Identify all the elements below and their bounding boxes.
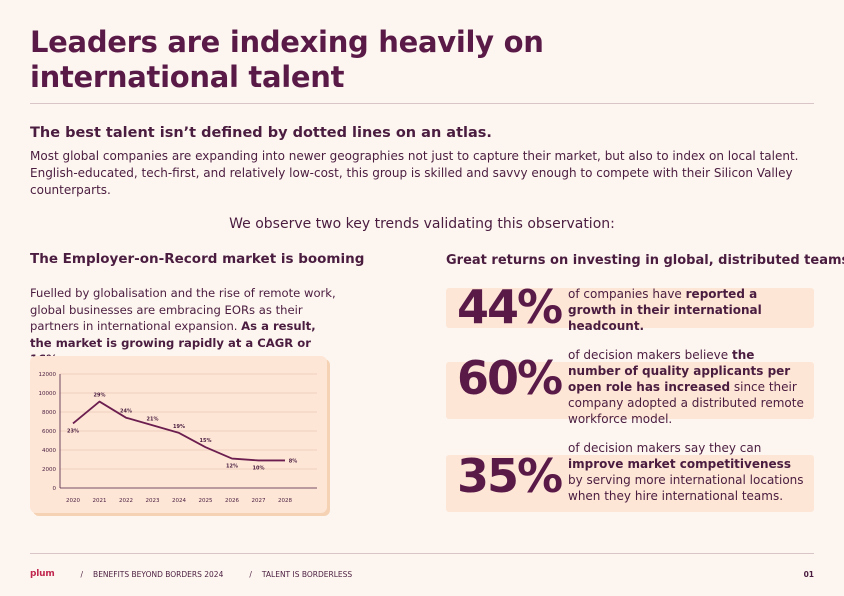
eor-heading: The Employer-on-Record market is booming	[30, 251, 365, 267]
y-tick-label: 2000	[42, 467, 56, 473]
y-tick-label: 10000	[39, 391, 57, 397]
data-label: 8%	[289, 458, 298, 464]
x-tick-label: 2021	[93, 498, 107, 504]
stat-number-1: 44%	[457, 280, 563, 334]
footer-divider	[30, 553, 814, 554]
y-tick-label: 6000	[42, 429, 56, 435]
stat-card-bg-1	[446, 288, 814, 328]
plum-logo: plum	[30, 569, 55, 579]
x-tick-label: 2020	[66, 498, 80, 504]
data-label: 24%	[120, 409, 132, 415]
eor-body-text: Fuelled by globalisation and the rise of…	[30, 286, 336, 333]
stat-number-3: 35%	[457, 449, 563, 503]
section-subheading: The best talent isn’t defined by dotted …	[30, 125, 492, 141]
stat-number-2: 60%	[457, 351, 563, 405]
stat-text-3: of decision makers say they can improve …	[568, 440, 808, 504]
stat-text-2: of decision makers believe the number of…	[568, 347, 808, 427]
stat-card-bg-3	[446, 455, 814, 512]
stat-text-1: of companies have reported a growth in t…	[568, 286, 808, 334]
series-line	[72, 400, 285, 462]
stat-text-2-bold: the number of quality applicants per ope…	[568, 348, 791, 394]
data-label: 21%	[147, 416, 159, 422]
x-tick-label: 2024	[172, 498, 186, 504]
y-tick-label: 4000	[42, 448, 56, 454]
footer-separator-1: /	[80, 569, 84, 579]
title-divider	[30, 103, 814, 104]
y-tick-label: 12000	[39, 372, 57, 378]
footer-report-name: BENEFITS BEYOND BORDERS 2024	[93, 569, 224, 579]
stat-text-3-post: by serving more international locations …	[568, 473, 804, 503]
x-tick-label: 2023	[146, 498, 160, 504]
y-tick-label: 0	[53, 486, 57, 492]
data-label: 29%	[94, 393, 106, 399]
footer-separator-2: /	[249, 569, 252, 579]
page-title: Leaders are indexing heavily on internat…	[30, 25, 544, 94]
x-tick-label: 2026	[225, 498, 239, 504]
eor-body: Fuelled by globalisation and the rise of…	[30, 285, 340, 368]
x-tick-label: 2028	[278, 498, 292, 504]
stat-text-1-pre: of companies have	[568, 287, 686, 301]
page-number: 01	[803, 569, 814, 579]
y-tick-label: 8000	[42, 410, 56, 416]
stat-card-bg-2	[446, 362, 814, 419]
stat-text-3-pre: of decision makers say they can	[568, 441, 762, 455]
x-tick-label: 2022	[119, 498, 133, 504]
trends-heading: We observe two key trends validating thi…	[229, 216, 615, 232]
x-tick-label: 2027	[252, 498, 266, 504]
stat-text-3-bold: improve market competitiveness	[568, 457, 791, 471]
x-tick-label: 2025	[199, 498, 213, 504]
intro-paragraph: Most global companies are expanding into…	[30, 149, 799, 197]
chart-svg: 0 2000 4000 6000 8000 10000 12000 2020 2021 2022 2…	[39, 372, 317, 504]
returns-heading: Great returns on investing in global, di…	[446, 253, 844, 268]
data-label: 10%	[253, 465, 265, 471]
eor-market-chart: 0 2000 4000 6000 8000 10000 12000 2020 2021 2022 2…	[30, 356, 327, 513]
stat-text-2-post: since their company adopted a distribute…	[568, 380, 804, 426]
footer: plum / BENEFITS BEYOND BORDERS 2024 / TA…	[30, 568, 814, 580]
stat-text-1-bold: reported a growth in their international…	[568, 287, 762, 333]
data-label: 12%	[226, 464, 238, 470]
data-label: 15%	[200, 438, 212, 444]
data-label: 19%	[173, 424, 185, 430]
footer-section-name: TALENT IS BORDERLESS	[261, 569, 353, 579]
stat-text-2-pre: of decision makers believe	[568, 348, 732, 362]
data-label: 23%	[67, 428, 79, 434]
